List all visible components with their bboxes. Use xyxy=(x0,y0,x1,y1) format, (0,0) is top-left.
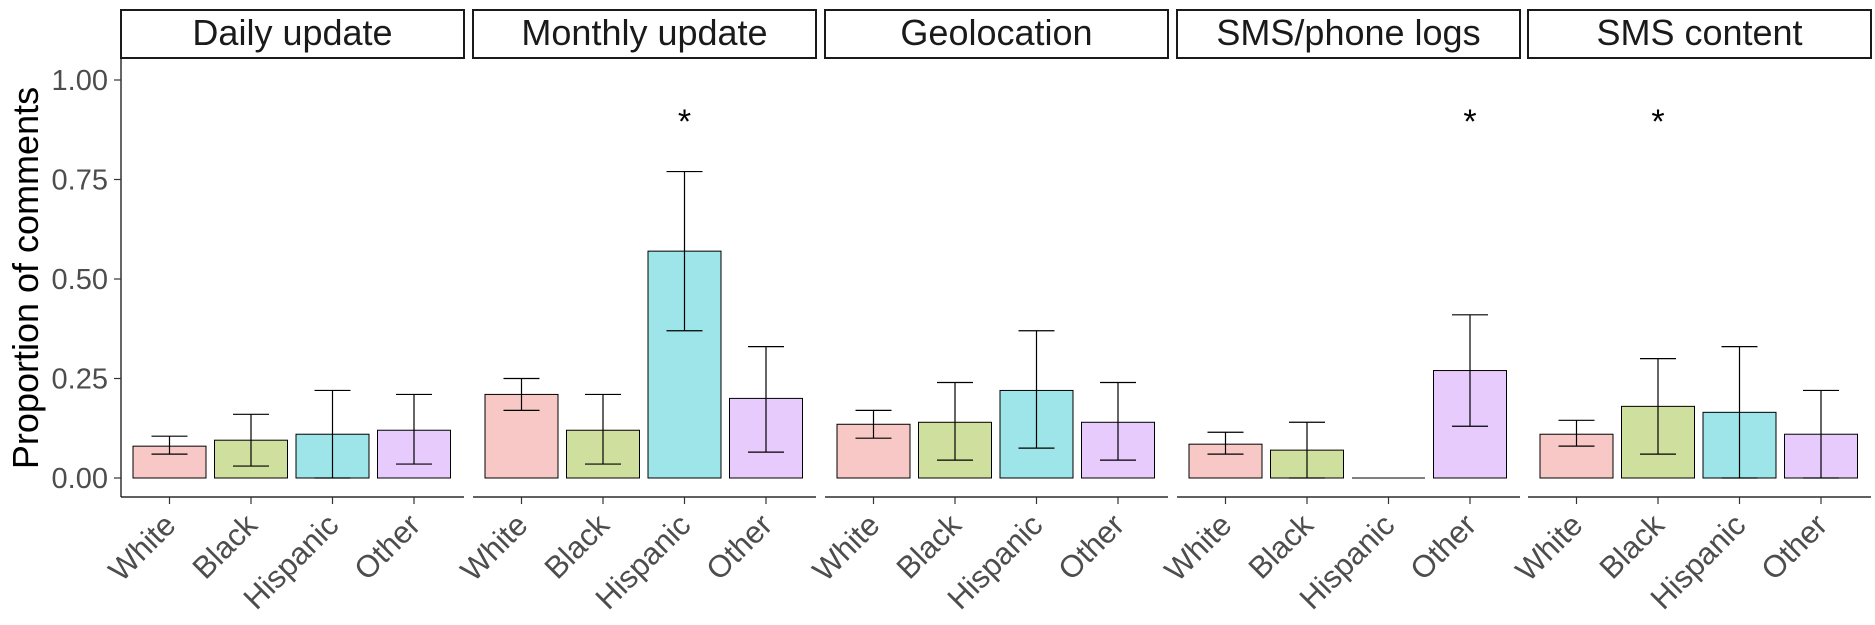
x-tick-label: White xyxy=(1158,507,1239,588)
x-tick-label: Black xyxy=(186,507,265,586)
panel-title: Geolocation xyxy=(900,12,1092,53)
x-tick-label: White xyxy=(454,507,535,588)
panel-title: Monthly update xyxy=(521,12,767,53)
panel-title: SMS content xyxy=(1596,12,1802,53)
x-tick-label: Black xyxy=(538,507,617,586)
y-tick-label: 0.00 xyxy=(52,463,108,495)
significance-marker: * xyxy=(1651,103,1664,141)
panel-strip xyxy=(1527,9,1872,59)
y-axis: 0.00 0.25 0.50 0.75 1.00 xyxy=(52,58,122,497)
x-tick-label: White xyxy=(102,507,183,588)
significance-marker: * xyxy=(1463,103,1476,141)
y-tick-label: 0.50 xyxy=(52,264,108,296)
x-tick-label: Other xyxy=(1403,507,1483,587)
panel-title: Daily update xyxy=(192,12,392,53)
x-tick-label: Black xyxy=(890,507,969,586)
x-tick-label: Black xyxy=(1593,507,1672,586)
x-tick-label: Black xyxy=(1242,507,1321,586)
y-axis-label: Proportion of comments xyxy=(5,87,46,469)
significance-marker: * xyxy=(678,103,691,141)
panel-strip xyxy=(472,9,817,59)
x-tick-label: Other xyxy=(347,507,427,587)
panel-strip xyxy=(824,9,1169,59)
panel-strip xyxy=(120,9,465,59)
x-tick-label: White xyxy=(1509,507,1590,588)
panel-title: SMS/phone logs xyxy=(1216,12,1480,53)
panel-strip xyxy=(1176,9,1521,59)
x-tick-label: Other xyxy=(1754,507,1834,587)
y-tick-label: 0.75 xyxy=(52,165,108,197)
y-tick-label: 1.00 xyxy=(52,65,108,97)
y-tick-label: 0.25 xyxy=(52,364,108,396)
x-tick-label: White xyxy=(806,507,887,588)
x-tick-label: Other xyxy=(1051,507,1131,587)
x-tick-label: Other xyxy=(699,507,779,587)
